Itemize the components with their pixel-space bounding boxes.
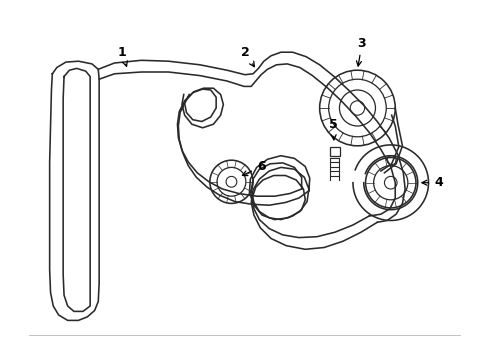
Text: 1: 1 [117,46,127,66]
Text: 3: 3 [356,37,366,66]
Text: 2: 2 [240,46,254,67]
Text: 6: 6 [242,160,265,176]
Bar [329,147,340,156]
Text: 5: 5 [328,118,337,140]
Text: 4: 4 [421,176,442,189]
